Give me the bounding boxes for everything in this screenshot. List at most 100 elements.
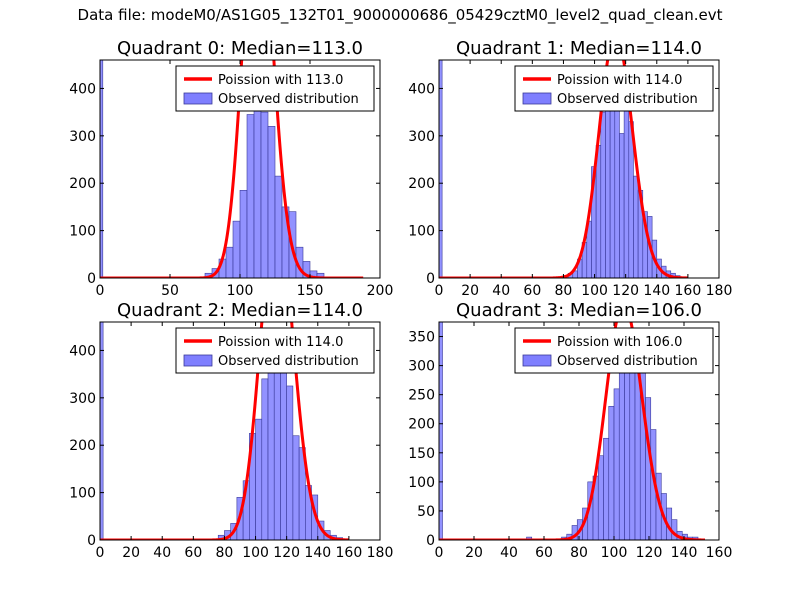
q0-legend-label-observed: Observed distribution	[218, 92, 359, 107]
q0-bar-4	[225, 246, 234, 278]
q1-xtick-label: 20	[461, 283, 479, 299]
q1-ytick-label: 100	[408, 224, 435, 240]
q3-ytick-label: 300	[408, 359, 435, 375]
q0-bar-6	[239, 190, 248, 278]
q2-xtick-label: 20	[122, 545, 140, 561]
q3-poisson-line	[439, 322, 706, 540]
q3-ytick-label: 100	[408, 475, 435, 491]
q2-xtick-label: 60	[184, 545, 202, 561]
q2-ytick-label: 200	[69, 438, 96, 454]
q2-xtick-label: 80	[216, 545, 234, 561]
q1-axes-frame	[438, 59, 720, 279]
q0-bar-0	[100, 60, 104, 278]
q3-title: Quadrant 3: Median=106.0	[456, 300, 702, 321]
q2-ytick-label: 100	[69, 486, 96, 502]
q2-bar-9	[267, 347, 275, 540]
q0-bar-10	[267, 126, 276, 278]
q0-legend-bar-swatch	[183, 92, 213, 105]
q0-xtick-label: 50	[161, 283, 179, 299]
q2-bar-13	[292, 435, 300, 540]
figure-title: Data file: modeM0/AS1G05_132T01_90000006…	[77, 6, 723, 24]
q0-ytick-label: 0	[87, 271, 96, 287]
q1-bar-16	[633, 175, 639, 278]
q1-xtick-label: 180	[706, 283, 733, 299]
q3-bar-11	[608, 405, 615, 540]
q2-bar-8	[261, 378, 269, 540]
q0-title: Quadrant 0: Median=113.0	[117, 38, 363, 59]
q3-xtick-label: 160	[706, 545, 733, 561]
q1-bar-8	[595, 145, 602, 278]
q1-xtick-label: 160	[675, 283, 702, 299]
q1-ytick-label: 0	[426, 271, 435, 287]
q1-xtick-label: 100	[581, 283, 608, 299]
q0-bar-7	[246, 114, 255, 278]
q3-bar-12	[613, 388, 620, 540]
q2-legend-label-poisson: Poission with 114.0	[218, 335, 343, 350]
q3-xtick-label: 60	[535, 545, 553, 561]
q0-ytick-label: 200	[69, 176, 96, 192]
q0-xtick-label: 150	[297, 283, 324, 299]
q0-ytick-label: 100	[69, 224, 96, 240]
q1-bar-0	[439, 60, 443, 278]
q0-bar-11	[274, 175, 283, 278]
q0-bar-15	[302, 261, 311, 278]
q2-xtick-label: 180	[367, 545, 394, 561]
q2-xtick-label: 160	[336, 545, 363, 561]
q0-bar-5	[232, 220, 241, 278]
q1-ytick-label: 200	[408, 176, 435, 192]
q0-bar-8	[253, 104, 262, 278]
q3-ytick-label: 350	[408, 330, 435, 346]
q0-ytick-label: 300	[69, 129, 96, 145]
q2-ytick-label: 0	[87, 533, 96, 549]
q3-xtick-label: 80	[570, 545, 588, 561]
q3-bar-0	[439, 322, 443, 540]
q1-bar-12	[614, 99, 620, 278]
q3-bar-9	[597, 455, 604, 540]
q2-bar-11	[280, 371, 287, 540]
q3-ytick-label: 0	[426, 533, 435, 549]
q2-axes-frame	[99, 321, 381, 541]
q3-xtick-label: 140	[671, 545, 698, 561]
q1-bar-9	[600, 111, 606, 278]
q3-xtick-label: 40	[500, 545, 518, 561]
q2-legend-bar-swatch	[183, 354, 213, 367]
q3-legend-label-poisson: Poission with 106.0	[557, 335, 682, 350]
q2-legend-label-observed: Observed distribution	[218, 354, 359, 369]
q1-ytick-label: 400	[408, 81, 435, 97]
q3-xtick-label: 100	[601, 545, 628, 561]
q2-title: Quadrant 2: Median=114.0	[117, 300, 363, 321]
q2-xtick-label: 0	[96, 545, 105, 561]
q3-xtick-label: 0	[435, 545, 444, 561]
q1-xtick-label: 140	[643, 283, 670, 299]
q0-legend-label-poisson: Poission with 113.0	[218, 73, 343, 88]
q1-xtick-label: 0	[435, 283, 444, 299]
q1-bar-14	[623, 107, 630, 278]
q3-xtick-label: 20	[465, 545, 483, 561]
q3-ytick-label: 200	[408, 417, 435, 433]
q3-legend-bar-swatch	[522, 354, 552, 367]
q2-bar-12	[286, 385, 294, 540]
q0-xtick-label: 100	[227, 283, 254, 299]
q2-xtick-label: 120	[273, 545, 300, 561]
q2-xtick-label: 140	[304, 545, 331, 561]
q2-bar-7	[255, 418, 263, 540]
q2-xtick-label: 40	[153, 545, 171, 561]
q1-legend-label-observed: Observed distribution	[557, 92, 698, 107]
q3-ytick-label: 50	[417, 504, 435, 520]
q1-xtick-label: 120	[612, 283, 639, 299]
q0-xtick-label: 0	[96, 283, 105, 299]
q0-ytick-label: 400	[69, 81, 96, 97]
q0-xtick-label: 200	[367, 283, 394, 299]
q0-bar-9	[260, 111, 269, 278]
q3-bar-10	[603, 437, 610, 540]
q1-xtick-label: 40	[492, 283, 510, 299]
q1-bar-13	[619, 133, 625, 278]
q1-xtick-label: 60	[523, 283, 541, 299]
q1-xtick-label: 80	[555, 283, 573, 299]
q1-ytick-label: 300	[408, 129, 435, 145]
q2-ytick-label: 400	[69, 343, 96, 359]
q3-ytick-label: 150	[408, 446, 435, 462]
q3-legend-label-observed: Observed distribution	[557, 354, 698, 369]
q3-xtick-label: 120	[636, 545, 663, 561]
